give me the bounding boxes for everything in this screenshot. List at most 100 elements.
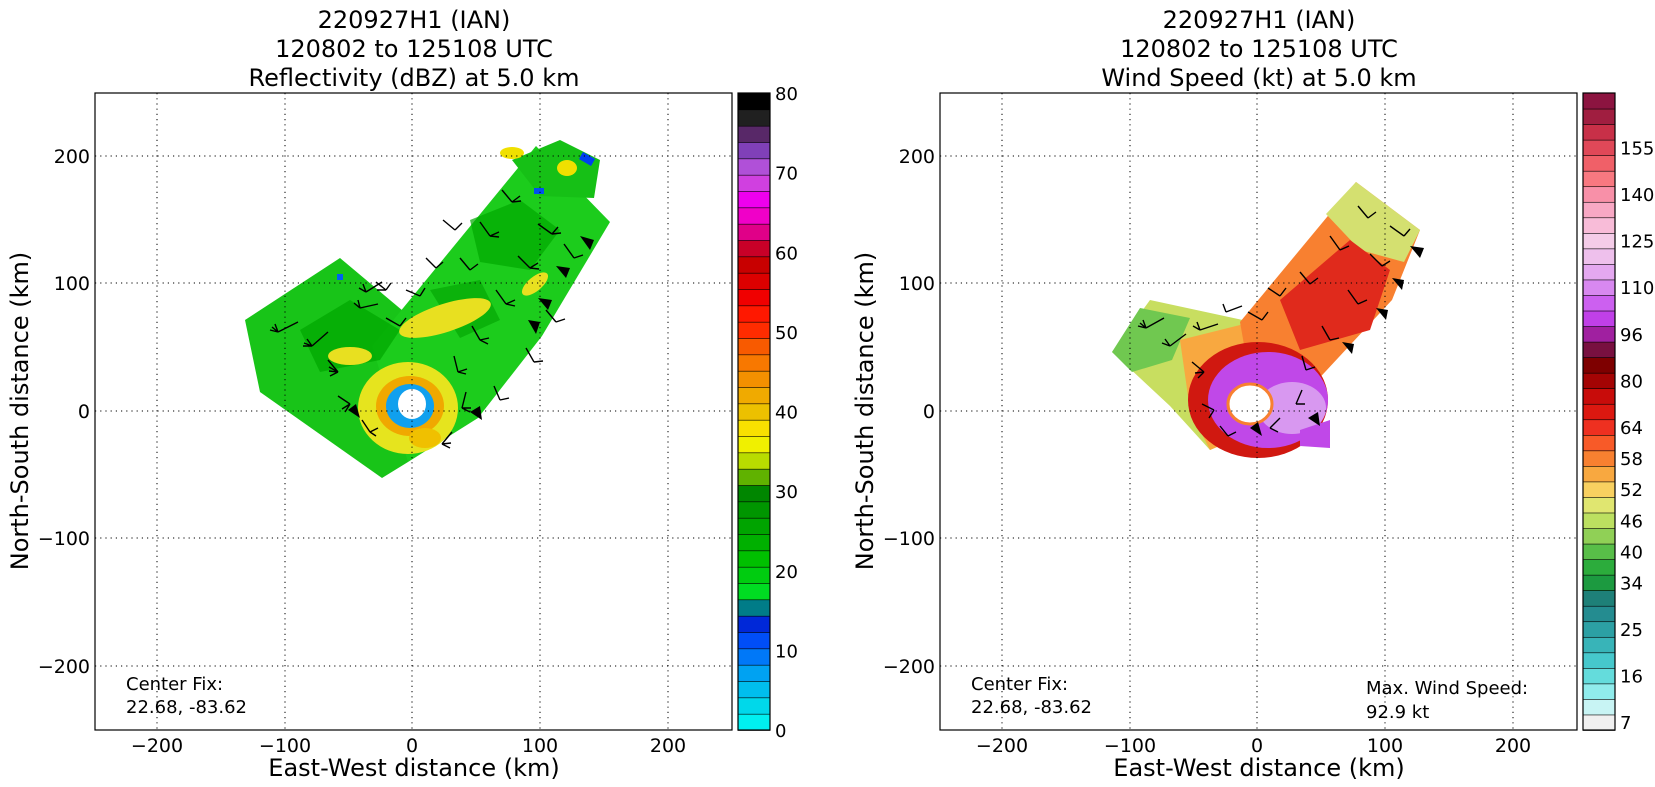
panel2-y-axis: 200 100 0 −100 −200 North-South distance… [851, 146, 935, 678]
colorbar-swatch [1582, 605, 1616, 623]
colorbar-swatch [1582, 185, 1616, 203]
colorbar-swatch [1582, 403, 1616, 421]
panel1-xtick-label: 0 [406, 735, 418, 757]
colorbar-tick-label: 70 [775, 164, 798, 185]
colorbar-swatch [1582, 279, 1616, 296]
colorbar-swatch [737, 207, 771, 225]
colorbar-swatch [737, 713, 771, 731]
colorbar-swatch [1582, 636, 1616, 654]
reflectivity-colorbar-ticks: 0 10 20 30 40 50 60 70 80 [775, 84, 798, 742]
wind-ne-arm-red [1280, 240, 1390, 350]
colorbar-swatch [1582, 714, 1616, 731]
colorbar-swatch [1582, 481, 1616, 498]
colorbar-swatch [737, 517, 771, 535]
colorbar-swatch [737, 533, 771, 552]
colorbar-swatch [737, 337, 771, 356]
panel2-title-line1: 220927H1 (IAN) [1163, 6, 1356, 34]
panel2-x-axis: −200 −100 0 100 200 East-West distance (… [976, 735, 1531, 782]
colorbar-swatch [737, 321, 771, 339]
reflectivity-yellow-band [399, 298, 491, 338]
panel2-center-fix-label: Center Fix: [971, 674, 1068, 695]
colorbar-swatch [737, 697, 771, 715]
colorbar-swatch [737, 370, 771, 388]
wind-speed-field [1112, 182, 1420, 458]
colorbar-swatch [1582, 450, 1616, 467]
panel1-x-axis-label: East-West distance (km) [268, 754, 559, 782]
colorbar-swatch [737, 305, 771, 323]
panel1-barb-flags [348, 236, 594, 420]
colorbar-swatch [737, 403, 771, 421]
colorbar-swatch [1582, 341, 1616, 358]
colorbar-tick-label: 60 [775, 243, 798, 264]
colorbar-swatch [1582, 512, 1616, 529]
colorbar-swatch [1582, 558, 1616, 576]
colorbar-swatch [737, 239, 771, 258]
reflectivity-yellow-band [557, 160, 577, 176]
panel1-grid [95, 93, 732, 730]
colorbar-swatch [1582, 683, 1616, 700]
wind-eye-ring [1226, 382, 1274, 426]
colorbar-swatch [737, 435, 771, 454]
panel1-ytick-label: 0 [78, 401, 90, 423]
colorbar-swatch [737, 256, 771, 274]
panel2-y-axis-label: North-South distance (km) [851, 252, 879, 571]
colorbar-swatch [1582, 574, 1616, 591]
panel1-title-line2: 120802 to 125108 UTC [275, 35, 553, 63]
colorbar-tick-label: 80 [775, 84, 798, 105]
colorbar-swatch [1582, 248, 1616, 265]
colorbar-swatch [737, 125, 771, 143]
colorbar-tick-label: 155 [1620, 138, 1654, 159]
max-wind-speed-label: Max. Wind Speed: [1366, 678, 1528, 699]
colorbar-swatch [1582, 263, 1616, 281]
wind-eyewall-lilac [1258, 382, 1326, 434]
reflectivity-colorbar [737, 92, 771, 731]
reflectivity-ne-top [512, 140, 600, 198]
colorbar-swatch [1582, 620, 1616, 638]
panel1-center-fix-label: Center Fix: [126, 674, 223, 695]
colorbar-swatch [737, 109, 771, 127]
colorbar-swatch [1582, 418, 1616, 436]
colorbar-tick-label: 125 [1620, 232, 1654, 253]
colorbar-swatch [1582, 652, 1616, 669]
panel2-title-line2: 120802 to 125108 UTC [1120, 35, 1398, 63]
colorbar-tick-label: 7 [1620, 713, 1631, 734]
colorbar-swatch [1582, 201, 1616, 219]
colorbar-swatch [737, 550, 771, 568]
colorbar-tick-label: 20 [775, 562, 798, 583]
colorbar-swatch [1582, 667, 1616, 685]
reflectivity-eyewall-south [409, 428, 441, 448]
colorbar-swatch [737, 631, 771, 650]
colorbar-swatch [737, 141, 771, 160]
panel1-xtick-label: 200 [650, 735, 686, 757]
colorbar-tick-label: 64 [1620, 418, 1643, 439]
panel2-ytick-label: 200 [899, 146, 935, 168]
reflectivity-blue-speck [534, 188, 544, 194]
colorbar-swatch [1582, 310, 1616, 327]
colorbar-swatch [1582, 465, 1616, 483]
reflectivity-green-band [300, 300, 400, 372]
panel1-y-axis: 200 100 0 −100 −200 North-South distance… [6, 146, 90, 678]
colorbar-swatch [1582, 527, 1616, 545]
colorbar-swatch [737, 501, 771, 519]
panel2-title-line3: Wind Speed (kt) at 5.0 km [1101, 64, 1416, 92]
panel2-xtick-label: −100 [1104, 735, 1156, 757]
colorbar-tick-label: 16 [1620, 667, 1643, 688]
colorbar-swatch [737, 484, 771, 503]
reflectivity-blue-speck [337, 274, 343, 280]
colorbar-swatch [1582, 356, 1616, 374]
colorbar-swatch [737, 419, 771, 437]
panel2-plot-frame [939, 92, 1578, 731]
wind-speed-colorbar [1582, 92, 1616, 731]
colorbar-tick-label: 80 [1620, 371, 1643, 392]
reflectivity-yellow-band [500, 147, 524, 159]
colorbar-swatch [737, 190, 771, 209]
colorbar-tick-label: 34 [1620, 573, 1643, 594]
colorbar-swatch [737, 582, 771, 601]
reflectivity-green-band [470, 200, 560, 270]
colorbar-tick-label: 10 [775, 641, 798, 662]
colorbar-swatch [737, 566, 771, 584]
panel1-ytick-label: 100 [54, 273, 90, 295]
colorbar-swatch [1582, 325, 1616, 343]
max-wind-speed-value: 92.9 kt [1366, 702, 1429, 723]
